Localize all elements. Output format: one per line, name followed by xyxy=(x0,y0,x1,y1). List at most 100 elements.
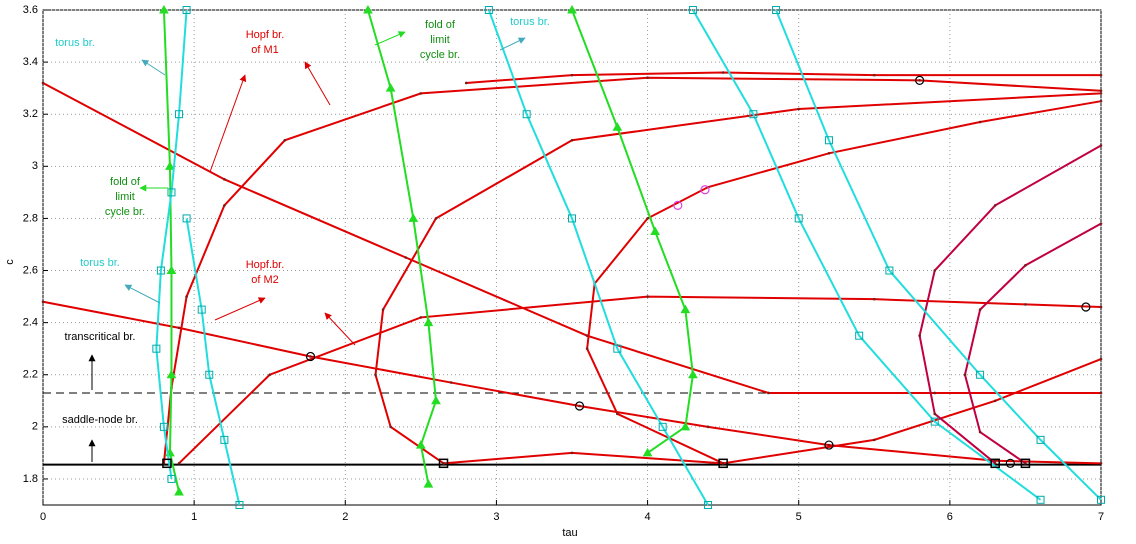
annotation: cycle br. xyxy=(420,49,460,61)
arrows xyxy=(88,31,526,462)
arrow xyxy=(374,31,406,46)
marker xyxy=(205,370,214,379)
marker xyxy=(700,185,710,195)
marker xyxy=(721,462,725,465)
y-tick-label: 1.8 xyxy=(23,473,38,485)
marker xyxy=(167,474,176,483)
y-tick-label: 2.6 xyxy=(23,264,38,276)
marker xyxy=(993,204,997,207)
marker xyxy=(978,308,982,311)
annotation: of M1 xyxy=(251,44,279,56)
y-tick-label: 3 xyxy=(32,160,38,172)
marker xyxy=(570,73,574,77)
marker xyxy=(419,316,423,319)
marker xyxy=(152,344,161,353)
marker xyxy=(431,395,441,405)
marker xyxy=(993,462,997,465)
marker xyxy=(363,4,373,14)
marker xyxy=(650,226,660,235)
curve xyxy=(185,218,241,506)
marker xyxy=(570,138,574,142)
marker xyxy=(885,266,894,275)
marker xyxy=(976,370,985,379)
marker xyxy=(963,373,967,377)
annotation: torus br. xyxy=(55,37,95,49)
marker xyxy=(642,447,653,457)
marker xyxy=(688,6,697,14)
marker xyxy=(423,479,434,488)
marker xyxy=(1036,495,1045,504)
marker xyxy=(824,136,833,145)
marker xyxy=(915,75,925,85)
marker xyxy=(585,347,589,350)
marker xyxy=(574,401,585,411)
marker xyxy=(616,412,619,416)
marker xyxy=(872,438,876,442)
annotation: limit xyxy=(115,191,135,203)
annotation: of M2 xyxy=(251,274,279,286)
curve xyxy=(487,9,709,506)
marker xyxy=(381,308,385,311)
marker xyxy=(185,295,188,298)
marker xyxy=(933,391,937,395)
marker xyxy=(449,381,453,384)
marker xyxy=(385,83,396,92)
marker xyxy=(159,422,168,431)
arrow xyxy=(214,297,266,321)
marker xyxy=(522,110,531,119)
marker xyxy=(872,297,876,301)
marker xyxy=(827,443,831,447)
marker xyxy=(990,458,1000,469)
marker xyxy=(612,122,623,131)
marker xyxy=(772,6,781,14)
marker xyxy=(434,217,438,220)
annotation: transcritical br. xyxy=(65,331,136,343)
marker xyxy=(182,214,191,223)
marker xyxy=(1024,264,1027,267)
x-tick-label: 6 xyxy=(947,511,953,523)
marker xyxy=(930,417,939,426)
marker xyxy=(1099,391,1103,395)
marker xyxy=(41,300,45,304)
marker xyxy=(567,4,577,14)
marker xyxy=(797,107,801,111)
x-tick-label: 2 xyxy=(342,511,348,523)
marker xyxy=(706,425,710,429)
annotation: saddle-node br. xyxy=(62,414,138,426)
x-tick-label: 0 xyxy=(40,511,46,523)
y-tick-label: 2.2 xyxy=(23,369,38,381)
marker xyxy=(918,334,921,337)
marker xyxy=(855,331,864,340)
y-tick-label: 3.6 xyxy=(23,4,38,16)
marker xyxy=(156,266,165,275)
marker xyxy=(1099,73,1103,77)
annotation: fold of xyxy=(425,19,456,31)
marker xyxy=(933,412,937,416)
marker xyxy=(1099,305,1103,309)
marker xyxy=(166,265,177,275)
marker xyxy=(283,138,287,142)
x-tick-label: 3 xyxy=(493,511,499,523)
marker xyxy=(167,188,176,197)
marker xyxy=(1097,495,1105,504)
marker xyxy=(166,369,177,379)
marker xyxy=(918,79,921,82)
marker xyxy=(568,214,576,223)
y-tick-label: 3.4 xyxy=(23,56,38,68)
marker xyxy=(680,421,691,431)
marker xyxy=(721,71,725,74)
x-tick-label: 5 xyxy=(796,511,802,523)
marker xyxy=(978,430,982,434)
marker xyxy=(404,256,408,259)
x-tick-label: 4 xyxy=(645,511,651,523)
marker xyxy=(824,440,834,450)
curve xyxy=(963,222,1102,465)
arrow xyxy=(499,37,526,51)
arrow xyxy=(124,284,161,304)
marker xyxy=(182,6,191,14)
arrow xyxy=(324,312,356,346)
marker xyxy=(933,269,937,272)
marker xyxy=(220,435,229,444)
marker xyxy=(159,4,169,14)
marker xyxy=(658,422,667,431)
